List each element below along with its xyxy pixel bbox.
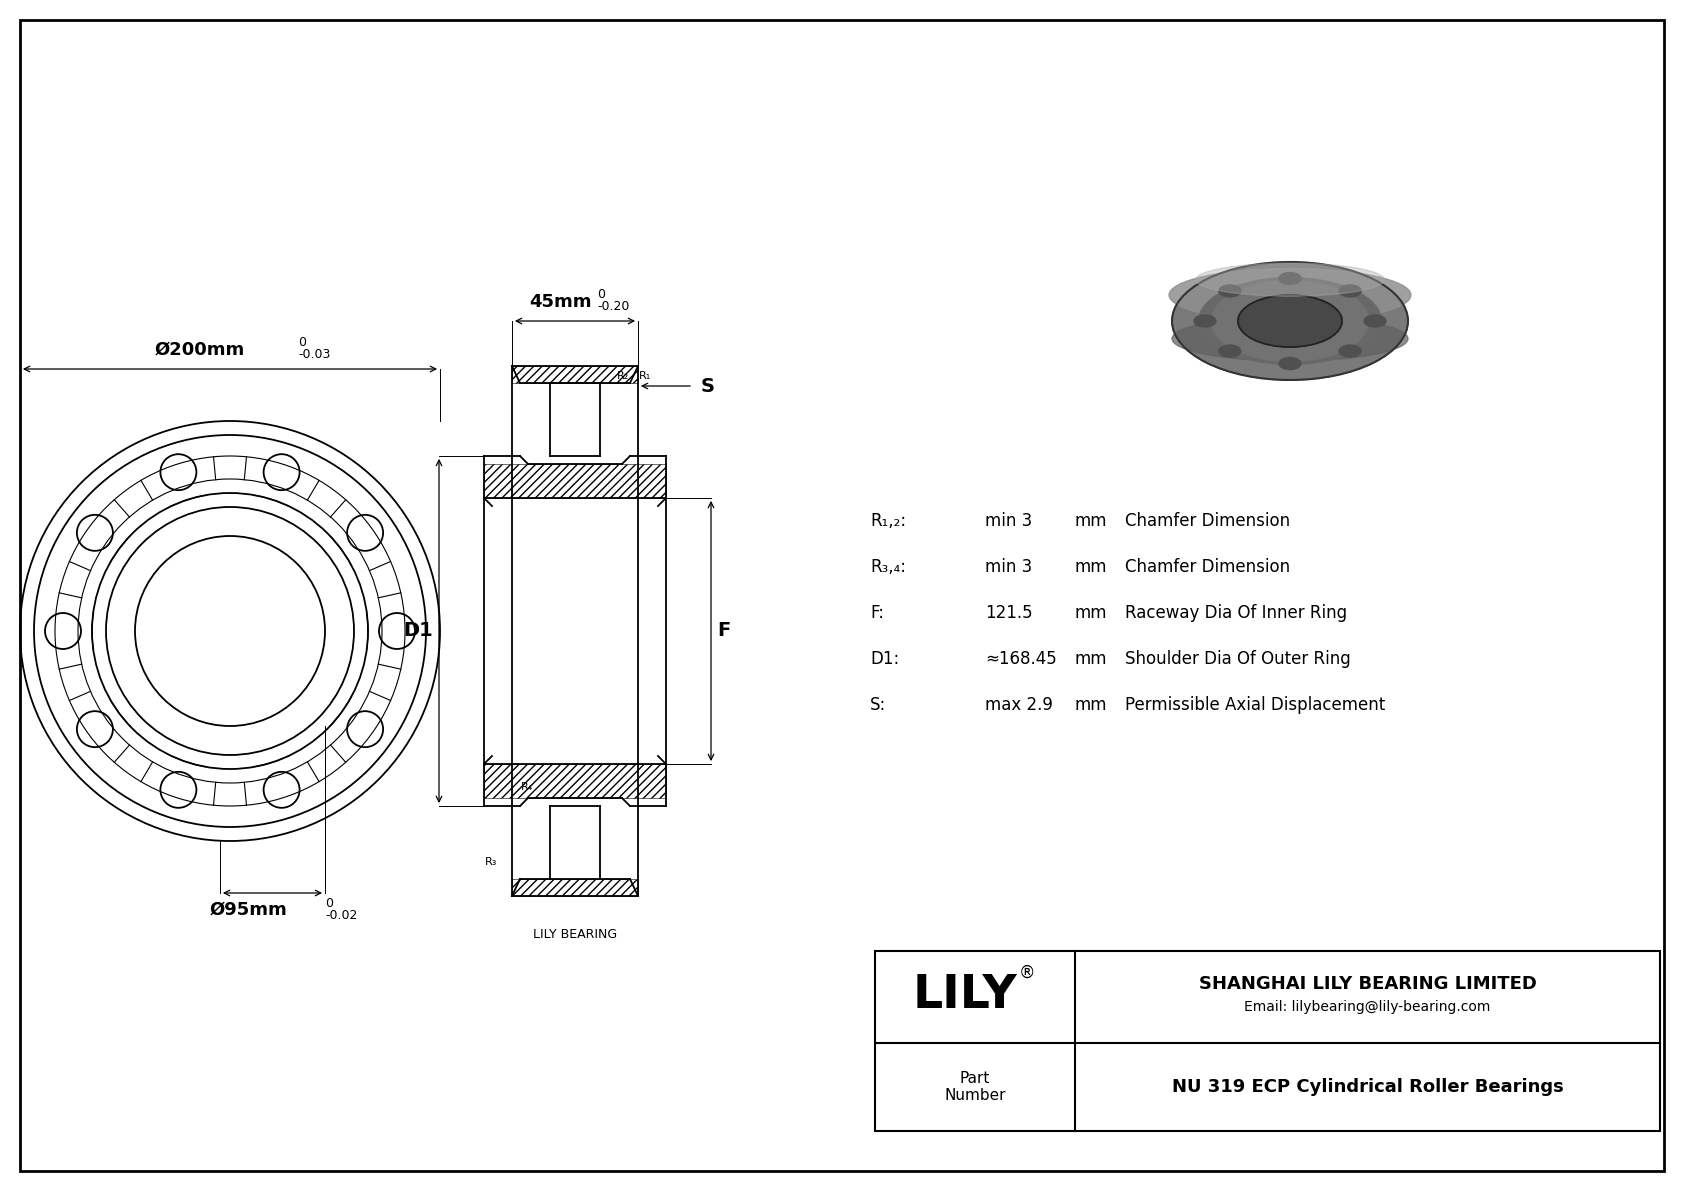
Ellipse shape bbox=[1172, 262, 1408, 380]
Text: min 3: min 3 bbox=[985, 559, 1032, 576]
Text: mm: mm bbox=[1074, 650, 1108, 668]
Ellipse shape bbox=[1211, 281, 1369, 361]
Ellipse shape bbox=[1280, 273, 1302, 285]
Text: D1:: D1: bbox=[871, 650, 899, 668]
Text: mm: mm bbox=[1074, 512, 1108, 530]
Bar bbox=[512, 366, 638, 384]
Text: R₄: R₄ bbox=[520, 782, 534, 792]
Text: Shoulder Dia Of Outer Ring: Shoulder Dia Of Outer Ring bbox=[1125, 650, 1351, 668]
Text: Email: lilybearing@lily-bearing.com: Email: lilybearing@lily-bearing.com bbox=[1244, 1000, 1490, 1014]
Text: 45mm: 45mm bbox=[529, 293, 591, 311]
Text: Raceway Dia Of Inner Ring: Raceway Dia Of Inner Ring bbox=[1125, 604, 1347, 622]
Ellipse shape bbox=[1219, 345, 1241, 357]
Text: ®: ® bbox=[1019, 964, 1036, 983]
Text: Permissible Axial Displacement: Permissible Axial Displacement bbox=[1125, 696, 1386, 713]
Text: D1: D1 bbox=[402, 622, 433, 641]
Text: F:: F: bbox=[871, 604, 884, 622]
Ellipse shape bbox=[1194, 314, 1216, 328]
Text: mm: mm bbox=[1074, 559, 1108, 576]
Text: 0: 0 bbox=[325, 897, 333, 910]
Text: Part
Number: Part Number bbox=[945, 1071, 1005, 1103]
Ellipse shape bbox=[1219, 285, 1241, 297]
Text: 121.5: 121.5 bbox=[985, 604, 1032, 622]
Text: -0.02: -0.02 bbox=[325, 909, 357, 922]
Text: -0.03: -0.03 bbox=[298, 348, 330, 361]
Text: SHANGHAI LILY BEARING LIMITED: SHANGHAI LILY BEARING LIMITED bbox=[1199, 975, 1536, 993]
Text: mm: mm bbox=[1074, 604, 1108, 622]
Text: Chamfer Dimension: Chamfer Dimension bbox=[1125, 512, 1290, 530]
Text: min 3: min 3 bbox=[985, 512, 1032, 530]
Text: Ø200mm: Ø200mm bbox=[155, 341, 246, 358]
Text: mm: mm bbox=[1074, 696, 1108, 713]
Text: NU 319 ECP Cylindrical Roller Bearings: NU 319 ECP Cylindrical Roller Bearings bbox=[1172, 1078, 1563, 1096]
Ellipse shape bbox=[1199, 278, 1381, 364]
Ellipse shape bbox=[1196, 263, 1384, 297]
Text: R₁,₂:: R₁,₂: bbox=[871, 512, 906, 530]
Text: S:: S: bbox=[871, 696, 886, 713]
Ellipse shape bbox=[1172, 317, 1408, 361]
Text: R₃,₄:: R₃,₄: bbox=[871, 559, 906, 576]
Text: LILY: LILY bbox=[913, 973, 1017, 1017]
Bar bbox=[876, 950, 1660, 1131]
Ellipse shape bbox=[1169, 268, 1411, 322]
Bar bbox=[483, 763, 665, 798]
Ellipse shape bbox=[1238, 295, 1342, 347]
Text: S: S bbox=[701, 376, 716, 395]
Text: 0: 0 bbox=[598, 288, 605, 301]
Text: R₂: R₂ bbox=[616, 372, 630, 381]
Ellipse shape bbox=[1364, 314, 1386, 328]
Bar bbox=[483, 464, 665, 498]
Text: R₁: R₁ bbox=[638, 372, 652, 381]
Text: Ø95mm: Ø95mm bbox=[209, 902, 286, 919]
Bar bbox=[512, 879, 638, 896]
Text: 0: 0 bbox=[298, 336, 306, 349]
Ellipse shape bbox=[1280, 357, 1302, 369]
Text: ≈168.45: ≈168.45 bbox=[985, 650, 1058, 668]
Text: -0.20: -0.20 bbox=[598, 300, 630, 313]
Text: Chamfer Dimension: Chamfer Dimension bbox=[1125, 559, 1290, 576]
Ellipse shape bbox=[1241, 299, 1339, 343]
Text: F: F bbox=[717, 622, 731, 641]
Ellipse shape bbox=[1238, 295, 1342, 347]
Text: max 2.9: max 2.9 bbox=[985, 696, 1052, 713]
Ellipse shape bbox=[1339, 285, 1361, 297]
Text: LILY BEARING: LILY BEARING bbox=[532, 928, 616, 941]
Text: R₃: R₃ bbox=[485, 858, 497, 867]
Ellipse shape bbox=[1339, 345, 1361, 357]
